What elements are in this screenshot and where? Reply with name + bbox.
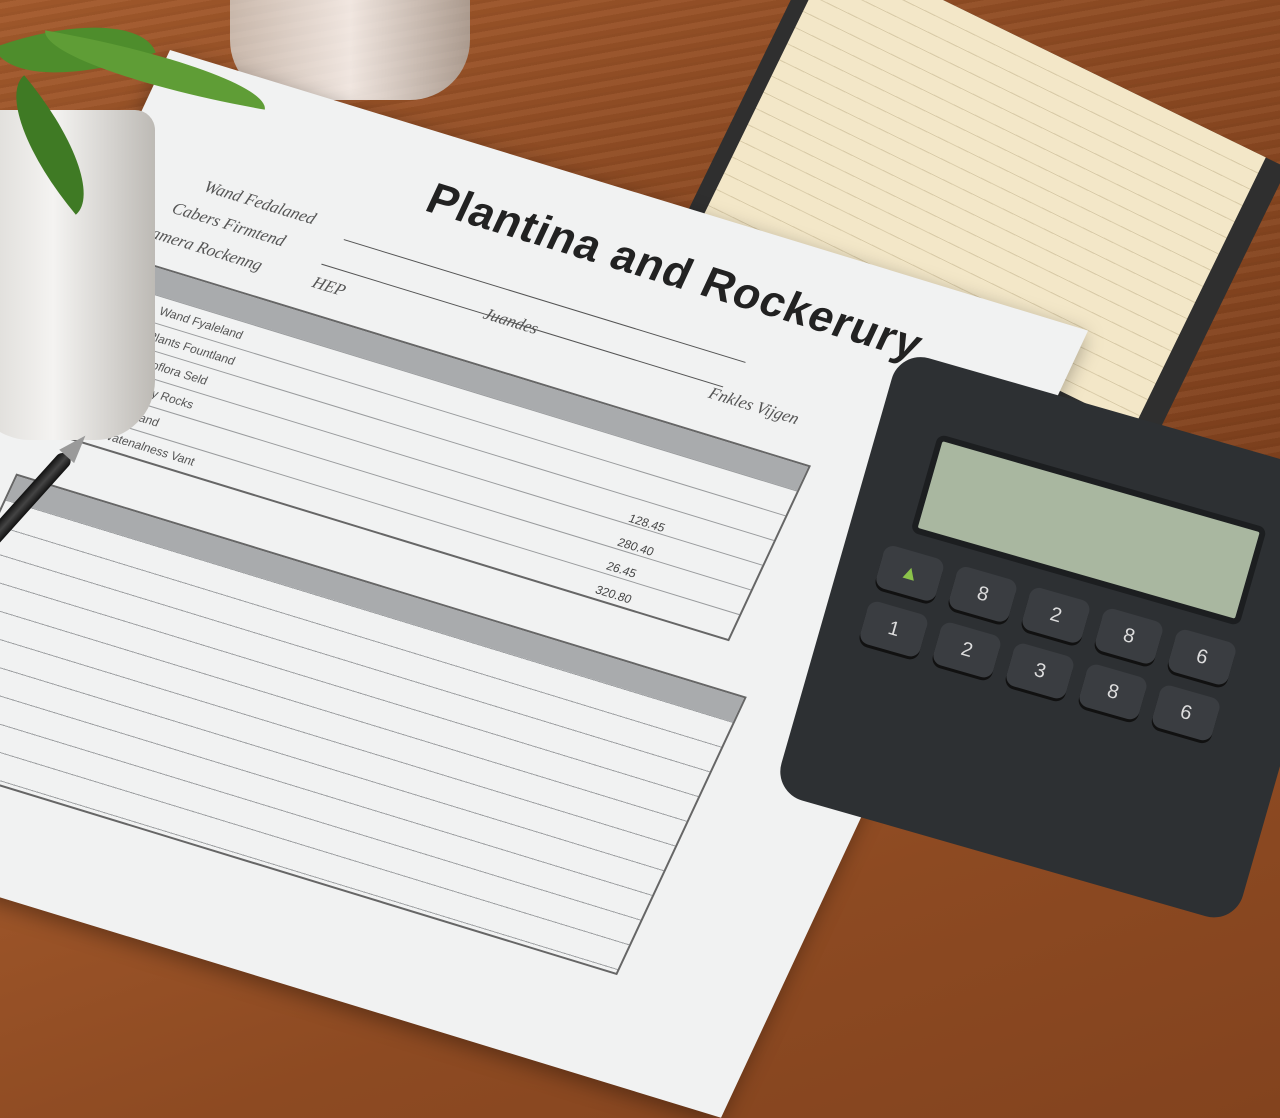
calculator-key: 1	[857, 599, 930, 659]
calculator-key: 8	[1093, 606, 1165, 666]
calculator-key: 3	[1004, 641, 1076, 701]
calculator-key: 6	[1166, 627, 1238, 687]
field-text: HEP	[309, 272, 350, 300]
calculator-key: 8	[947, 564, 1019, 624]
calculator-key: 2	[1020, 585, 1092, 645]
calculator-key: 2	[931, 620, 1003, 680]
calculator-key: ▲	[873, 543, 946, 604]
field-text: Fnkles Vijgen	[705, 383, 803, 429]
plant-pot	[0, 110, 155, 440]
calculator-key: 8	[1077, 662, 1149, 722]
calculator-key: 6	[1150, 683, 1222, 743]
field-text: Juandes	[480, 304, 542, 338]
